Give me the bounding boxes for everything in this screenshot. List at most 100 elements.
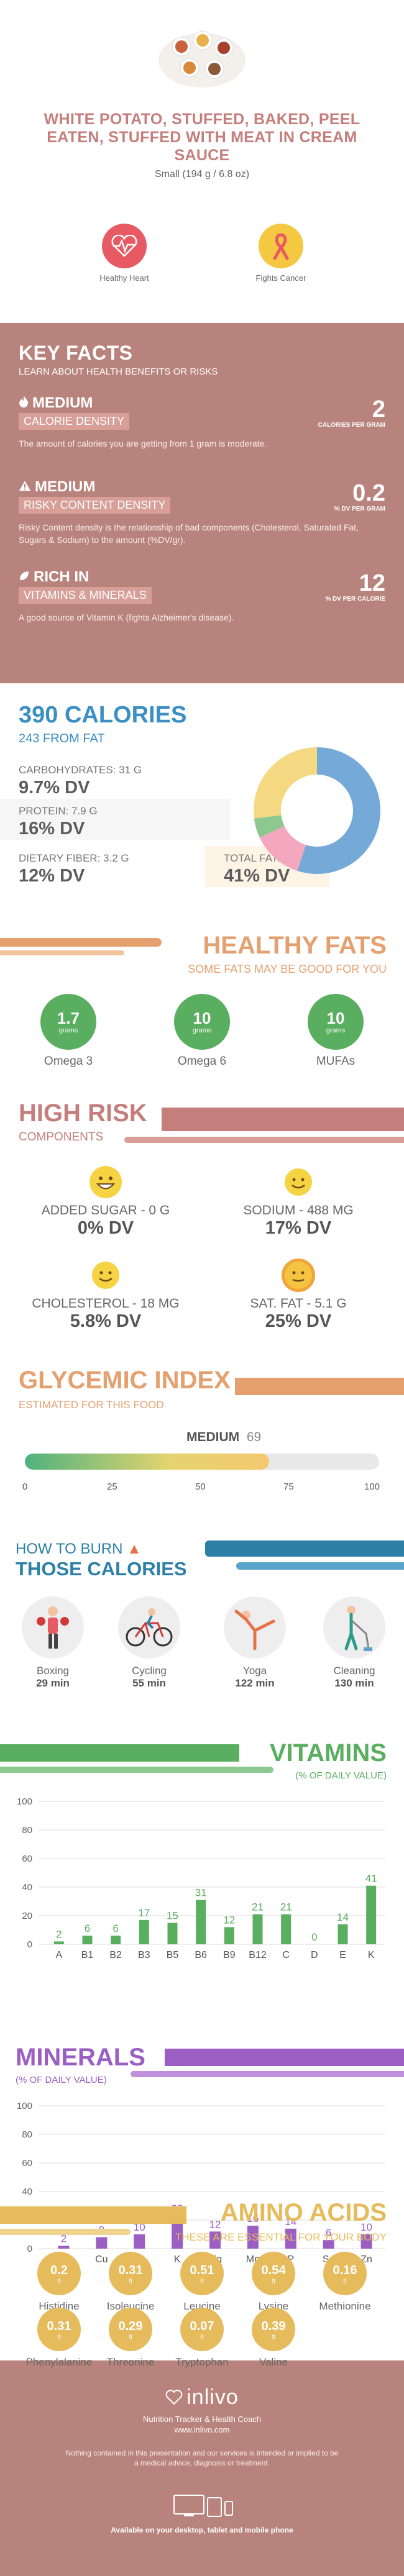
amino-acid-badge: 0.54 g bbox=[252, 2252, 295, 2295]
devices-icon bbox=[0, 2493, 404, 2521]
x-tick-label: D bbox=[311, 1950, 318, 1960]
amino-acid-unit: g bbox=[57, 2277, 61, 2284]
amino-acid-name: Phenylalanine bbox=[25, 2356, 93, 2368]
amino-acid-unit: g bbox=[272, 2333, 275, 2340]
bar-value-label: 31 bbox=[195, 1887, 207, 1899]
amino-acid-name: Isoleucine bbox=[106, 2300, 155, 2312]
fat-value: 10 bbox=[193, 1009, 211, 1027]
bar-value-label: 2 bbox=[61, 2232, 67, 2244]
brand-logo[interactable]: inlivo bbox=[0, 2385, 404, 2411]
bar-value-label: 12 bbox=[223, 1914, 235, 1926]
y-tick-label: 80 bbox=[22, 1825, 32, 1836]
amino-acid-item: 0.39 g Valine bbox=[236, 2308, 311, 2369]
amino-acid-name: Histidine bbox=[39, 2300, 80, 2312]
risk-dv: 17% DV bbox=[265, 1218, 332, 1238]
nutrient-label: PROTEIN: 7.9 g bbox=[19, 805, 98, 817]
activity-time: 122 min bbox=[235, 1677, 275, 1689]
risk-label: CHOLESTEROL - 18 mg bbox=[32, 1296, 180, 1311]
benefit-icons: Healthy Heart Fights Cancer bbox=[0, 224, 404, 304]
risk-label: ADDED SUGAR - 0 g bbox=[41, 1203, 170, 1217]
benefit-healthy-heart: Healthy Heart bbox=[84, 224, 165, 283]
fat-mufas: 10 grams MUFAs bbox=[295, 994, 376, 1068]
bar-value-label: 15 bbox=[167, 1910, 178, 1922]
amino-acid-value: 0.16 bbox=[333, 2263, 357, 2277]
heartbeat-icon bbox=[102, 224, 147, 268]
activity-yoga: Yoga 122 min bbox=[214, 1596, 295, 1690]
nutrient-dv: 12% DV bbox=[19, 866, 85, 886]
decor-stripe bbox=[0, 1767, 273, 1773]
glycemic-title: GLYCEMIC INDEX bbox=[19, 1367, 231, 1394]
amino-acids-title: AMINO ACIDS bbox=[220, 2199, 387, 2226]
x-tick-label: Cu bbox=[95, 2254, 108, 2265]
bar-value-label: 21 bbox=[252, 1901, 264, 1913]
activity-time: 29 min bbox=[36, 1677, 70, 1689]
fact-label: VITAMINS & MINERALS bbox=[19, 587, 152, 604]
fat-unit: grams bbox=[192, 1027, 212, 1034]
amino-acid-name: Tryptophan bbox=[175, 2356, 229, 2368]
high-risk-section: HIGH RISK COMPONENTS ADDED SUGAR - 0 g 0… bbox=[0, 1087, 404, 1360]
nutrient-protein: PROTEIN: 7.9 g 16% DV bbox=[0, 799, 230, 840]
brand-tagline: Nutrition Tracker & Health Coach bbox=[142, 2414, 262, 2424]
amino-acid-value: 0.51 bbox=[190, 2263, 214, 2277]
amino-acid-badge: 0.31 g bbox=[37, 2308, 81, 2351]
bar bbox=[96, 2237, 108, 2249]
bar-value-label: 14 bbox=[337, 1911, 349, 1923]
bar-value-label: 2 bbox=[56, 1928, 62, 1940]
amino-acid-unit: g bbox=[272, 2277, 275, 2284]
risk-label: SODIUM - 488 mg bbox=[243, 1203, 354, 1217]
y-tick-label: 60 bbox=[22, 1854, 32, 1864]
y-tick-label: 100 bbox=[17, 1796, 32, 1807]
smiley-neutral-icon bbox=[281, 1258, 316, 1293]
donut-slice bbox=[254, 747, 318, 819]
bar bbox=[82, 1936, 93, 1944]
benefit-label: Healthy Heart bbox=[99, 273, 149, 283]
bar-value-label: 6 bbox=[112, 1923, 118, 1934]
amino-acid-badge: 0.51 g bbox=[180, 2252, 224, 2295]
amino-acid-value: 0.39 bbox=[261, 2319, 286, 2333]
fat-value: 10 bbox=[326, 1009, 345, 1027]
amino-acid-unit: g bbox=[343, 2277, 347, 2284]
bar-value-label: 0 bbox=[311, 1931, 317, 1943]
x-tick-label: K bbox=[368, 1950, 375, 1960]
y-tick-label: 20 bbox=[22, 1911, 32, 1921]
amino-acid-item: 0.31 g Phenylalanine bbox=[22, 2308, 96, 2369]
fact-description: A good source of Vitamin K (fights Alzhe… bbox=[19, 612, 234, 622]
bar bbox=[224, 1927, 234, 1944]
risk-cholesterol: CHOLESTEROL - 18 mg 5.8% DV bbox=[12, 1258, 199, 1332]
x-tick-label: B5 bbox=[167, 1950, 179, 1960]
fat-name: MUFAs bbox=[316, 1055, 356, 1068]
amino-acid-unit: g bbox=[129, 2277, 132, 2284]
risk-dv: 0% DV bbox=[77, 1218, 134, 1238]
fat-badge: 10 grams bbox=[308, 994, 364, 1050]
y-tick-label: 0 bbox=[27, 2244, 32, 2254]
amino-acid-value: 0.31 bbox=[47, 2319, 71, 2333]
bar-value-label: 21 bbox=[280, 1901, 292, 1913]
brand-url[interactable]: www.inlivo.com bbox=[174, 2424, 230, 2434]
glycemic-subtitle: ESTIMATED FOR THIS FOOD bbox=[19, 1399, 164, 1411]
glycemic-bar bbox=[25, 1454, 379, 1470]
fact-unit: % DV PER CALORIE bbox=[325, 596, 385, 603]
y-tick-label: 100 bbox=[17, 2101, 32, 2111]
y-tick-label: 80 bbox=[22, 2129, 32, 2140]
fact-vitamins-minerals: RICH IN VITAMINS & MINERALS 12% DV PER C… bbox=[19, 568, 385, 624]
risk-label: SAT. FAT - 5.1 g bbox=[250, 1296, 347, 1311]
benefit-label: Fights Cancer bbox=[255, 273, 306, 283]
x-tick-label: B3 bbox=[138, 1950, 150, 1960]
activity-name: Yoga bbox=[242, 1665, 267, 1677]
amino-acid-value: 0.31 bbox=[118, 2263, 143, 2277]
bar-value-label: 6 bbox=[85, 1923, 90, 1934]
y-tick-label: 0 bbox=[27, 1939, 32, 1950]
glycemic-tick: 75 bbox=[283, 1481, 294, 1492]
amino-acid-badge: 0.31 g bbox=[109, 2252, 152, 2295]
fact-label: RISKY CONTENT DENSITY bbox=[19, 497, 171, 514]
activity-boxing: Boxing 29 min bbox=[12, 1596, 93, 1690]
calories-subtitle: 243 FROM FAT bbox=[19, 732, 105, 745]
x-tick-label: B1 bbox=[81, 1950, 94, 1960]
cycling-icon bbox=[118, 1596, 180, 1659]
fat-unit: grams bbox=[326, 1027, 346, 1034]
activity-time: 55 min bbox=[132, 1677, 166, 1689]
bar bbox=[252, 1914, 263, 1944]
amino-acid-item: 0.29 g Threonine bbox=[93, 2308, 168, 2369]
y-tick-label: 40 bbox=[22, 1882, 32, 1893]
